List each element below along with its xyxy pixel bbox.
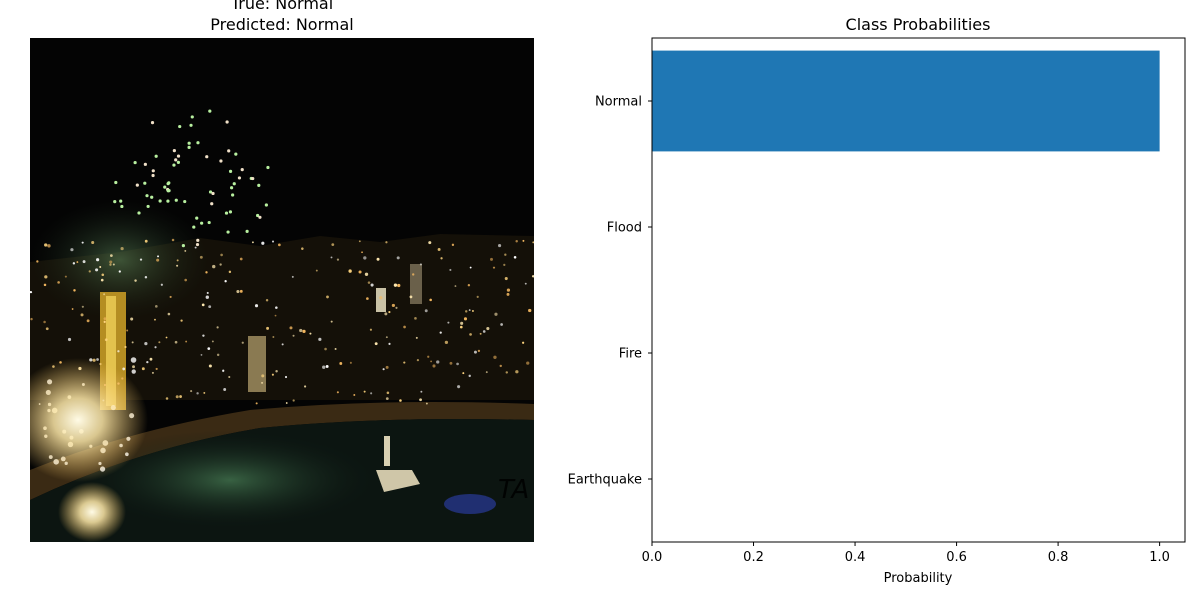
y-tick-label: Flood xyxy=(607,221,642,236)
chart-title: Class Probabilities xyxy=(846,15,991,34)
x-tick-label: 0.6 xyxy=(946,550,967,565)
image-title-predicted: Predicted: Normal xyxy=(210,15,353,34)
y-axis-ticks: Earthquake Fire Flood Normal xyxy=(568,95,652,488)
x-tick-label: 0.4 xyxy=(845,550,866,565)
x-tick-label: 0.0 xyxy=(642,550,663,565)
watermark-text: TA xyxy=(498,475,529,505)
image-title-true: True: Normal xyxy=(230,0,333,13)
x-axis-label: Probability xyxy=(884,571,953,586)
y-tick-label: Fire xyxy=(619,347,642,362)
photo-fireworks-city-night: TA xyxy=(30,38,534,542)
y-tick-label: Normal xyxy=(595,95,642,110)
x-tick-label: 1.0 xyxy=(1149,550,1170,565)
city-and-firework-lights xyxy=(30,109,534,472)
bar-series xyxy=(652,50,1160,152)
bar-normal xyxy=(652,50,1160,152)
x-tick-label: 0.8 xyxy=(1048,550,1069,565)
x-tick-label: 0.2 xyxy=(743,550,764,565)
y-tick-label: Earthquake xyxy=(568,473,642,488)
plot-area-frame xyxy=(651,37,1186,543)
x-axis-ticks: 0.0 0.2 0.4 0.6 0.8 1.0 xyxy=(642,542,1170,565)
